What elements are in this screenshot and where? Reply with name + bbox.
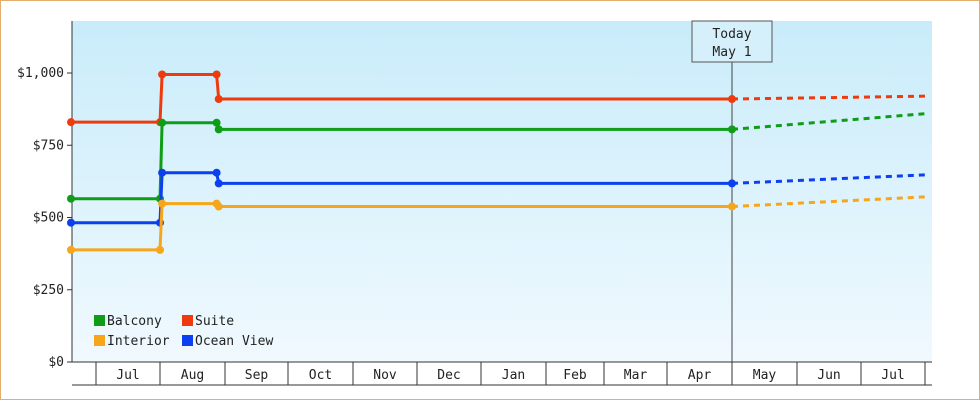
y-tick-label: $500 xyxy=(33,211,64,226)
series-line-suite xyxy=(71,72,732,124)
series-point-interior xyxy=(728,202,736,211)
series-point-ocean-view xyxy=(212,168,221,177)
y-tick-label: $1,000 xyxy=(17,66,64,81)
series-point-interior xyxy=(214,202,223,211)
x-tick-label: Oct xyxy=(309,368,332,383)
legend-swatch-ocean-view xyxy=(182,335,193,346)
legend-swatch-balcony xyxy=(94,315,105,326)
series-point-interior xyxy=(158,199,167,208)
today-label-line2: May 1 xyxy=(712,45,751,60)
x-tick-label: Dec xyxy=(437,368,460,383)
x-tick-label: Jan xyxy=(502,368,525,383)
series-point-interior xyxy=(156,245,164,254)
series-point-ocean-view xyxy=(214,179,223,188)
series-line-balcony xyxy=(71,121,732,201)
x-tick-label: Feb xyxy=(563,368,587,383)
series-point-balcony xyxy=(728,125,736,134)
today-box xyxy=(691,20,773,63)
series-point-ocean-view xyxy=(67,218,75,227)
series-point-suite xyxy=(214,95,223,104)
x-tick-label: May xyxy=(753,368,777,383)
series-point-ocean-view xyxy=(728,179,736,188)
x-tick-label: Jun xyxy=(817,368,840,383)
x-tick-label: Jul xyxy=(116,368,139,383)
series-point-balcony xyxy=(67,194,75,203)
series-point-suite xyxy=(212,70,221,79)
y-tick-label: $250 xyxy=(33,283,64,298)
x-tick-label: Nov xyxy=(373,368,397,383)
today-label-line1: Today xyxy=(712,27,751,42)
legend: Balcony Suite Interior Ocean View xyxy=(94,314,273,349)
x-tick-label: Aug xyxy=(181,368,204,383)
legend-label-balcony: Balcony xyxy=(107,314,162,329)
series-line-ocean-view xyxy=(71,171,732,225)
y-tick-label: $0 xyxy=(48,355,64,370)
legend-label-suite: Suite xyxy=(195,314,234,329)
x-tick-label: Apr xyxy=(688,368,712,383)
series-layer xyxy=(67,70,929,254)
series-point-suite xyxy=(728,95,736,104)
legend-label-interior: Interior xyxy=(107,334,170,349)
series-point-balcony xyxy=(158,118,167,127)
series-point-ocean-view xyxy=(158,168,167,177)
series-point-interior xyxy=(67,245,75,254)
x-tick-label: Jul xyxy=(881,368,904,383)
legend-swatch-suite xyxy=(182,315,193,326)
today-marker: Today May 1 xyxy=(691,20,773,362)
axes: $0 $250 $500 $750 $1,000 Jul Aug Sep Oct Nov Dec Ja… xyxy=(17,21,932,386)
series-point-suite xyxy=(158,70,167,79)
series-point-balcony xyxy=(214,125,223,134)
series-point-suite xyxy=(67,118,75,127)
x-tick-label: Mar xyxy=(624,368,648,383)
plot-background xyxy=(72,21,932,362)
series-line-interior xyxy=(71,202,732,252)
x-tick-label: Sep xyxy=(245,368,269,383)
legend-label-ocean-view: Ocean View xyxy=(195,334,273,349)
series-point-balcony xyxy=(212,118,221,127)
legend-swatch-interior xyxy=(94,335,105,346)
y-tick-label: $750 xyxy=(33,138,64,153)
